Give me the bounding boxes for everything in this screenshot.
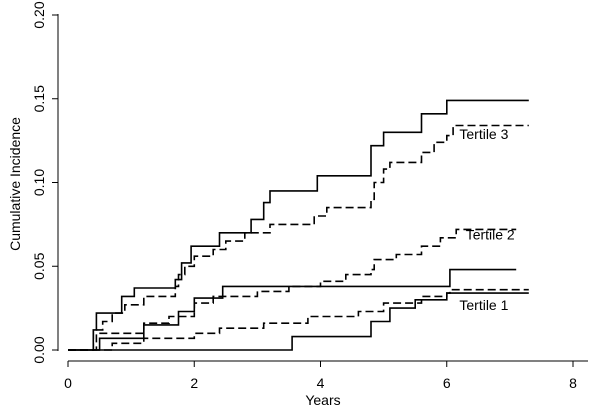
x-tick-label: 6 bbox=[443, 375, 451, 391]
x-axis-title: Years bbox=[305, 392, 340, 408]
axes: Years Cumulative Incidence bbox=[7, 14, 588, 408]
curve-tertile-3-dashed-1 bbox=[68, 124, 529, 351]
y-tick-label: 0.15 bbox=[31, 85, 47, 112]
y-axis-title: Cumulative Incidence bbox=[7, 117, 23, 251]
ticks: 0 2 4 6 8 0.00 0.05 0.10 0.15 0.20 bbox=[31, 1, 577, 391]
curve-tertile-1-solid-5 bbox=[68, 292, 529, 351]
curve-tertile-3-solid-0 bbox=[68, 99, 529, 351]
curve-tertile-2-dashed-2 bbox=[68, 228, 517, 351]
label-tertile-3: Tertile 3 bbox=[459, 126, 508, 142]
y-tick-label: 0.20 bbox=[31, 1, 47, 28]
y-tick-label: 0.05 bbox=[31, 252, 47, 279]
curve-tertile-1-solid-3 bbox=[68, 268, 517, 351]
x-tick-label: 4 bbox=[317, 375, 325, 391]
label-tertile-2: Tertile 2 bbox=[466, 226, 515, 242]
y-tick-label: 0.10 bbox=[31, 169, 47, 196]
x-tick-label: 0 bbox=[64, 375, 72, 391]
x-tick-label: 2 bbox=[190, 375, 198, 391]
label-tertile-1: Tertile 1 bbox=[459, 297, 508, 313]
incidence-curves bbox=[68, 99, 529, 351]
x-tick-label: 8 bbox=[569, 375, 577, 391]
series-labels: Tertile 3 Tertile 2 Tertile 1 bbox=[459, 126, 515, 313]
y-tick-label: 0.00 bbox=[31, 336, 47, 363]
